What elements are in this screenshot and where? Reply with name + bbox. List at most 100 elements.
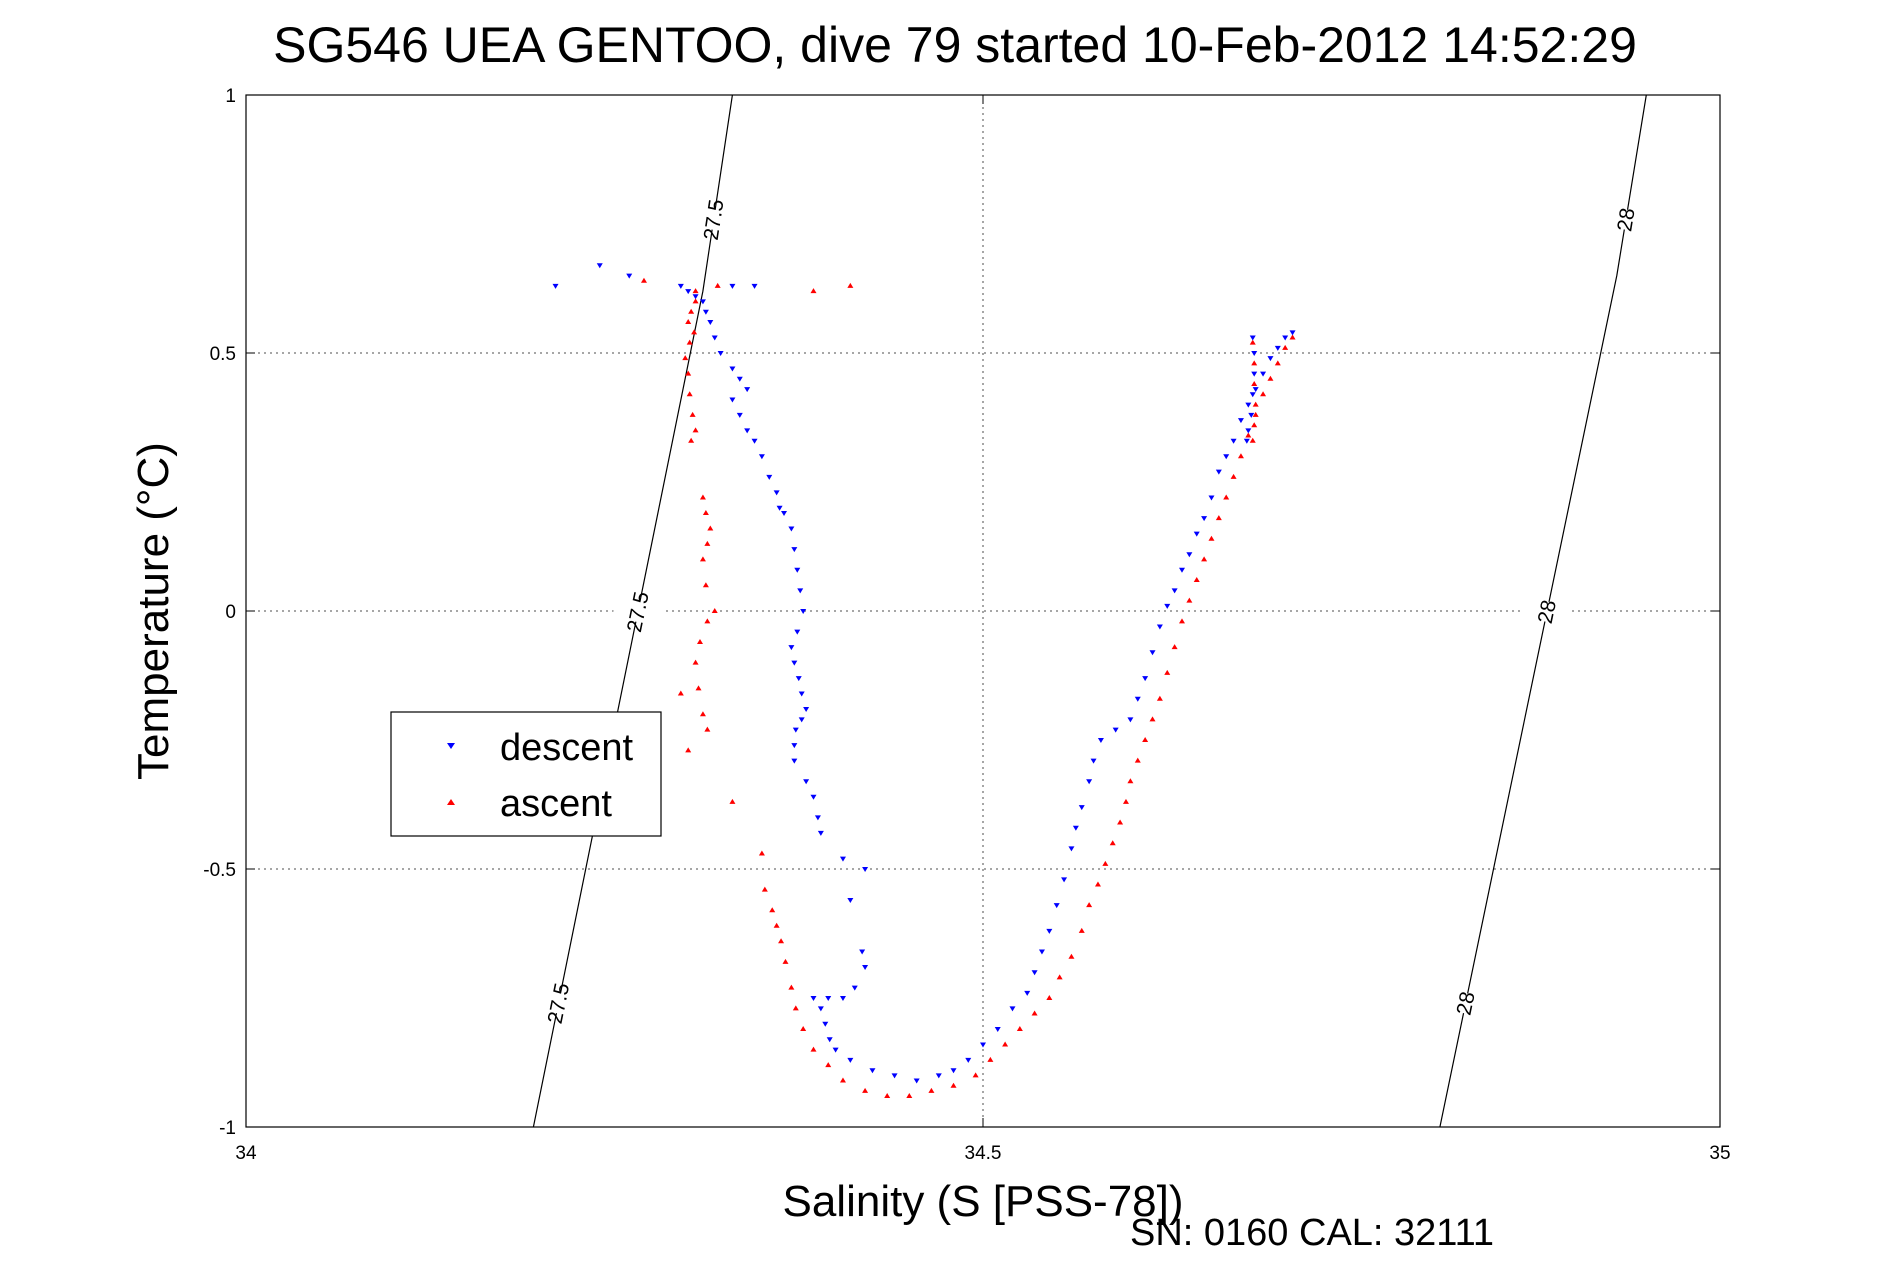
descent-point (773, 490, 780, 496)
ascent-point (928, 1087, 935, 1093)
x-tick-label: 35 (1709, 1143, 1730, 1164)
descent-point (1249, 392, 1256, 398)
ascent-point (1208, 535, 1215, 541)
descent-point (1223, 454, 1230, 460)
ascent-point (773, 922, 780, 928)
descent-point (1251, 371, 1258, 377)
ascent-point (640, 277, 647, 283)
descent-point (729, 397, 736, 403)
descent-point (1245, 428, 1252, 434)
descent-point (1038, 949, 1045, 955)
ascent-point (1249, 339, 1256, 345)
ascent-point (1046, 995, 1053, 1000)
ascent-point (758, 850, 765, 856)
ascent-point (950, 1082, 957, 1088)
ascent-point (1223, 494, 1230, 500)
ascent-point (1251, 422, 1258, 428)
ascent-point (1252, 401, 1259, 407)
descent-point (839, 996, 846, 1001)
descent-point (1164, 603, 1171, 609)
axis-ticks: 34 34.5 35 -1 -0.5 0 0.5 1 (203, 86, 1730, 1164)
descent-point (814, 815, 821, 821)
descent-point (1068, 846, 1075, 852)
ascent-point (1094, 881, 1101, 887)
ascent-point (1134, 757, 1141, 763)
ascent-point (702, 509, 709, 515)
descent-point (1193, 531, 1200, 537)
descent-point (1090, 758, 1097, 764)
ascent-point (704, 540, 711, 546)
contour-label-gap (688, 206, 739, 234)
descent-point (798, 717, 805, 723)
descent-point (791, 660, 798, 666)
ascent-point (1186, 597, 1193, 603)
ascent-point (862, 1087, 869, 1093)
legend-descent-marker (447, 743, 455, 749)
ascent-point (1215, 515, 1222, 521)
contour-label: 27.5 (700, 198, 729, 242)
descent-series (552, 263, 1296, 1084)
descent-point (1156, 624, 1163, 630)
descent-point (1186, 552, 1193, 558)
ascent-point (1142, 737, 1149, 742)
descent-point (797, 588, 804, 594)
density-contours: 27.5 27.5 27.5 28 28 28 (532, 94, 1652, 1128)
descent-point (1215, 469, 1222, 475)
ascent-point (1122, 798, 1129, 804)
y-tick-label: 0.5 (210, 344, 236, 365)
descent-point (803, 779, 810, 785)
descent-point (810, 794, 817, 800)
ascent-point (778, 938, 785, 944)
descent-point (994, 1026, 1001, 1032)
ascent-point (729, 798, 736, 804)
x-tick-label: 34 (235, 1143, 257, 1164)
descent-point (707, 320, 714, 326)
descent-point (862, 867, 869, 872)
descent-point (677, 283, 684, 289)
ascent-point (689, 411, 696, 417)
descent-point (1046, 928, 1053, 934)
ascent-point (839, 1077, 846, 1083)
ascent-point (1289, 334, 1296, 340)
ascent-point (1249, 437, 1256, 443)
descent-point (817, 830, 824, 836)
descent-point (839, 856, 846, 862)
ascent-point (1230, 473, 1237, 479)
descent-point (851, 985, 858, 991)
ascent-point (685, 747, 692, 753)
y-tick-label: 1 (225, 86, 236, 107)
ascent-point (699, 556, 706, 562)
descent-point (869, 1068, 876, 1074)
descent-point (1078, 805, 1085, 811)
x-tick-label: 34.5 (965, 1143, 1002, 1164)
ascent-point (1252, 411, 1259, 417)
y-tick-label: -1 (219, 1118, 236, 1139)
descent-point (744, 387, 751, 393)
descent-point (1289, 330, 1296, 336)
descent-point (751, 438, 758, 444)
descent-point (736, 412, 743, 418)
legend: descent ascent (390, 711, 662, 837)
ascent-point (906, 1093, 913, 1099)
ascent-point (677, 690, 684, 696)
ascent-point (1117, 819, 1124, 825)
descent-point (1274, 345, 1281, 351)
ascent-point (810, 288, 817, 294)
ascent-point (1016, 1025, 1023, 1031)
ascent-point (1274, 360, 1281, 366)
descent-point (1171, 588, 1178, 594)
descent-point (791, 547, 798, 553)
contour-line (1439, 94, 1647, 1128)
ascent-point (1127, 778, 1134, 784)
ascent-point (707, 525, 714, 531)
ascent-point (1068, 953, 1075, 959)
descent-point (794, 567, 801, 573)
contour-label-gap (612, 597, 664, 627)
ascent-point (1282, 344, 1289, 350)
descent-point (1142, 676, 1149, 682)
descent-point (810, 996, 817, 1001)
ascent-point (685, 370, 692, 376)
descent-point (1112, 727, 1119, 733)
descent-point (1267, 356, 1274, 362)
